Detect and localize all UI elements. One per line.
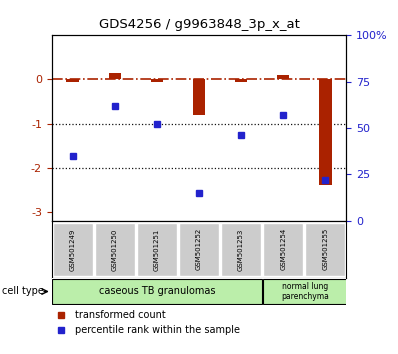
Text: normal lung
parenchyma: normal lung parenchyma — [281, 282, 329, 301]
FancyBboxPatch shape — [263, 223, 303, 276]
Text: percentile rank within the sample: percentile rank within the sample — [75, 325, 240, 335]
FancyBboxPatch shape — [137, 223, 177, 276]
FancyBboxPatch shape — [305, 223, 345, 276]
Title: GDS4256 / g9963848_3p_x_at: GDS4256 / g9963848_3p_x_at — [99, 18, 299, 32]
FancyBboxPatch shape — [263, 279, 347, 304]
Text: caseous TB granulomas: caseous TB granulomas — [99, 286, 215, 297]
FancyBboxPatch shape — [179, 223, 219, 276]
Bar — [277, 75, 289, 80]
Bar — [193, 80, 205, 115]
Text: GSM501249: GSM501249 — [70, 228, 76, 270]
Bar — [109, 73, 121, 80]
Text: transformed count: transformed count — [75, 310, 166, 320]
Bar — [235, 80, 248, 82]
Text: GSM501254: GSM501254 — [280, 228, 286, 270]
Bar — [319, 80, 332, 185]
Text: GSM501255: GSM501255 — [322, 228, 328, 270]
FancyBboxPatch shape — [53, 223, 93, 276]
Bar — [150, 80, 163, 82]
Text: cell type: cell type — [2, 286, 44, 297]
FancyBboxPatch shape — [95, 223, 135, 276]
FancyBboxPatch shape — [52, 279, 262, 304]
Bar — [66, 80, 79, 82]
FancyBboxPatch shape — [221, 223, 261, 276]
Text: GSM501250: GSM501250 — [112, 228, 118, 270]
Text: GSM501252: GSM501252 — [196, 228, 202, 270]
Text: GSM501253: GSM501253 — [238, 228, 244, 270]
Text: GSM501251: GSM501251 — [154, 228, 160, 270]
